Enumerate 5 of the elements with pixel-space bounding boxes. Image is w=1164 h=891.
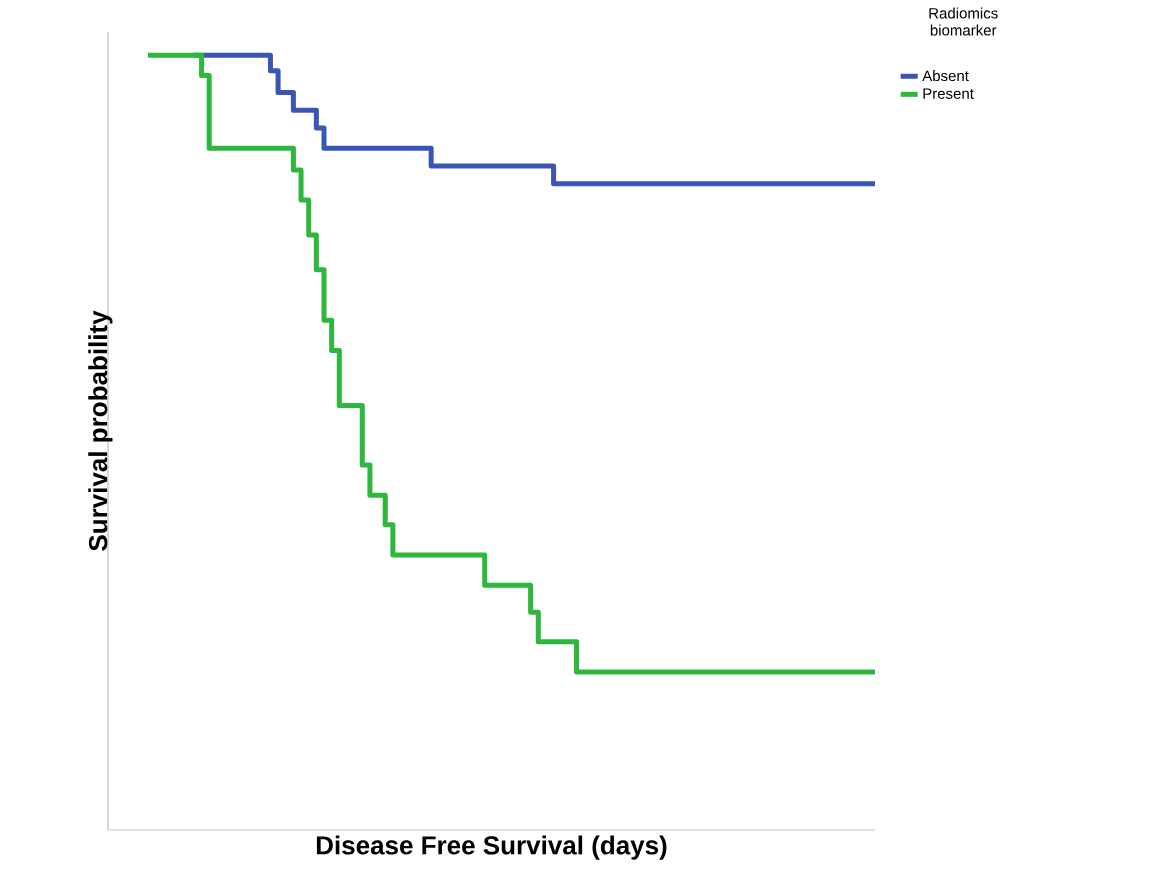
x-axis-title: Disease Free Survival (days) — [316, 835, 667, 860]
legend-label: Present — [923, 88, 974, 99]
legend-title: Radiomics biomarker — [929, 7, 998, 36]
legend-label: Absent — [922, 70, 969, 82]
y-axis-title: Survival probability — [88, 310, 113, 551]
